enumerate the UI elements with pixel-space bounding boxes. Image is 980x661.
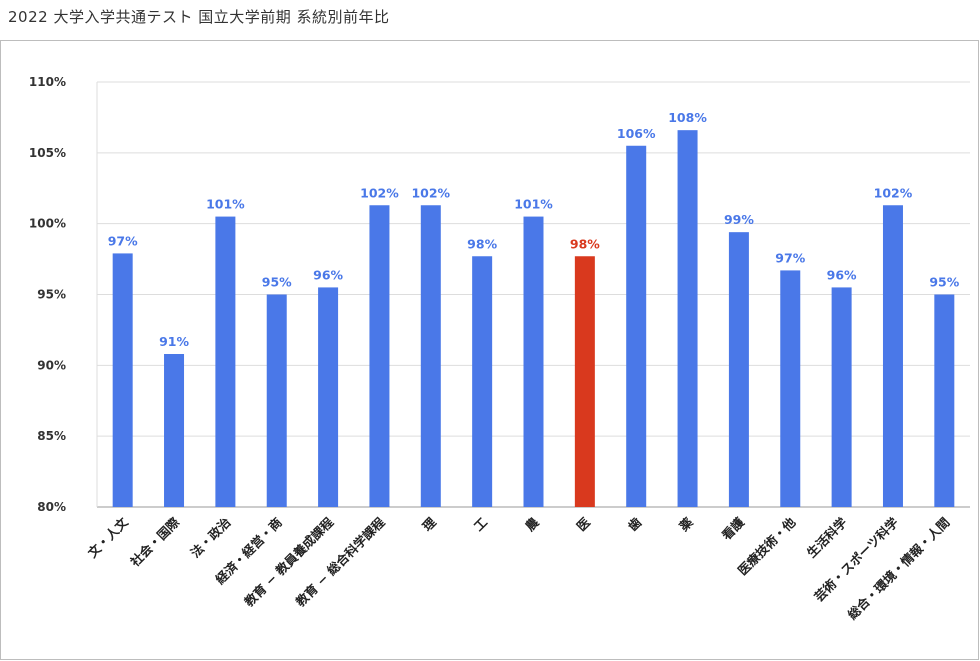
y-tick-label: 110% [29,75,66,89]
bar [420,205,441,507]
bar-value-label: 102% [411,185,450,200]
chart-frame [0,40,979,660]
x-category-label: 理 [419,514,439,534]
bar [318,287,339,507]
bar-value-label: 97% [108,233,138,248]
x-category-label: 教育 − 総合科学課程 [292,514,388,610]
bar [934,294,955,507]
bar [574,256,595,507]
bar-value-label: 101% [206,197,245,212]
bar [626,145,647,507]
y-tick-label: 90% [37,358,66,372]
x-category-label: 社会・国際 [127,514,183,570]
bar-value-label: 101% [514,197,553,212]
bar [472,256,493,507]
x-category-label: 看護 [719,514,748,543]
bar-value-label: 99% [724,212,754,227]
x-category-label: 法・政治 [188,514,234,560]
bar [523,216,544,508]
chart-title: 2022 大学入学共通テスト 国立大学前期 系統別前年比 [8,8,390,26]
bar [728,232,749,507]
bar-value-label: 98% [467,236,497,251]
bar [266,294,287,507]
y-tick-label: 85% [37,429,66,443]
y-tick-label: 105% [29,146,66,160]
x-category-label: 生活科学 [804,514,850,560]
bar-value-label: 97% [775,250,805,265]
bar-value-label: 95% [929,275,959,290]
bar [677,130,698,507]
y-tick-label: 95% [37,288,66,302]
x-category-label: 薬 [676,514,697,535]
y-tick-label: 80% [37,500,66,514]
bar-value-label: 102% [874,185,913,200]
y-tick-label: 100% [29,217,66,231]
bar [831,287,852,507]
x-category-label: 総合・環境・情報・人間 [845,515,953,623]
value-labels: 97% 91% 101% 95% 96% 102% 102% 98% 101% 98% 106% 10… [108,110,960,349]
x-category-label: 教育 − 教員養成課程 [241,514,337,610]
bar [780,270,801,507]
bar-value-label: 106% [617,126,656,141]
x-category-label: 文・人文 [85,514,131,560]
y-axis-ticks: 80% 85% 90% 95% 100% 105% 110% [29,75,66,514]
x-category-label: 工 [471,514,491,534]
bars [112,130,955,508]
bar-value-label: 91% [159,334,189,349]
x-category-label: 農 [522,514,542,534]
bar-value-label: 98% [570,236,600,251]
bar [164,354,185,507]
x-category-label: 歯 [625,514,645,534]
bar [882,205,903,507]
bar-value-label: 96% [827,267,857,282]
bar [112,253,133,507]
bar-value-label: 108% [668,110,707,125]
bar-value-label: 102% [360,185,399,200]
bar [215,216,236,508]
bar [369,205,390,507]
x-category-label: 医 [574,514,594,534]
bar-value-label: 95% [262,275,292,290]
bar-value-label: 96% [313,267,343,282]
